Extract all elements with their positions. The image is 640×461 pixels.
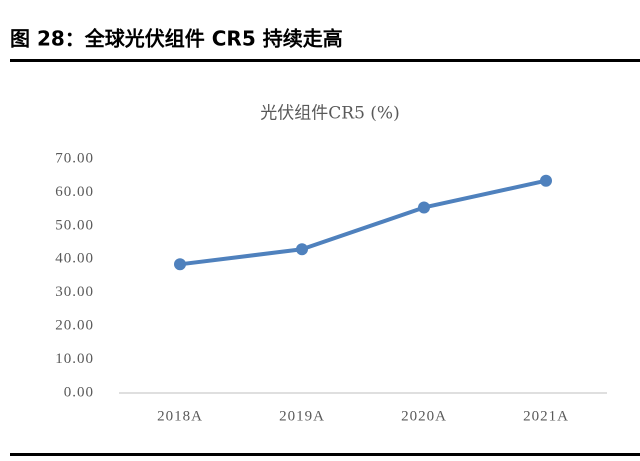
y-tick-label: 0.00 <box>64 384 94 400</box>
y-tick-label: 20.00 <box>55 318 94 334</box>
figure-caption: 图 28：全球光伏组件 CR5 持续走高 <box>10 27 343 51</box>
y-tick-label: 40.00 <box>55 251 94 267</box>
top-rule <box>10 59 640 62</box>
data-point <box>540 174 552 187</box>
x-tick-label: 2020A <box>401 408 447 424</box>
data-point <box>296 243 308 256</box>
y-tick-label: 70.00 <box>55 150 94 166</box>
chart-title: 光伏组件CR5 (%) <box>260 104 399 124</box>
data-point <box>418 201 430 214</box>
x-tick-label: 2018A <box>157 408 203 424</box>
data-point <box>174 258 186 271</box>
series-line <box>179 178 547 267</box>
x-tick-label: 2021A <box>523 408 569 424</box>
y-tick-label: 10.00 <box>55 351 94 367</box>
bottom-rule <box>10 453 640 456</box>
x-tick-label: 2019A <box>279 408 325 424</box>
y-tick-label: 30.00 <box>55 284 94 300</box>
y-tick-label: 50.00 <box>55 217 94 233</box>
y-tick-label: 60.00 <box>55 184 94 200</box>
